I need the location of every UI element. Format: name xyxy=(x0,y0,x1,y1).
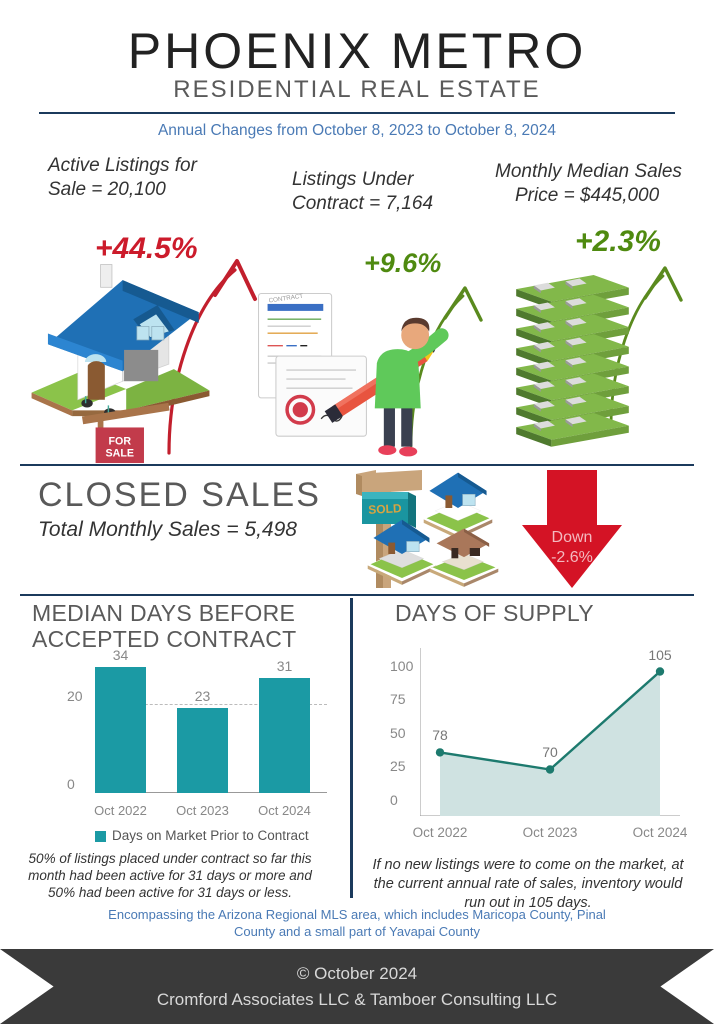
svg-text:SALE: SALE xyxy=(106,448,134,460)
svg-text:-2.6%: -2.6% xyxy=(551,549,593,566)
svg-text:Down: Down xyxy=(552,529,593,546)
svg-text:105: 105 xyxy=(648,648,672,663)
svg-text:FOR: FOR xyxy=(109,436,132,448)
svg-text:78: 78 xyxy=(432,727,448,743)
svg-text:70: 70 xyxy=(542,744,558,760)
